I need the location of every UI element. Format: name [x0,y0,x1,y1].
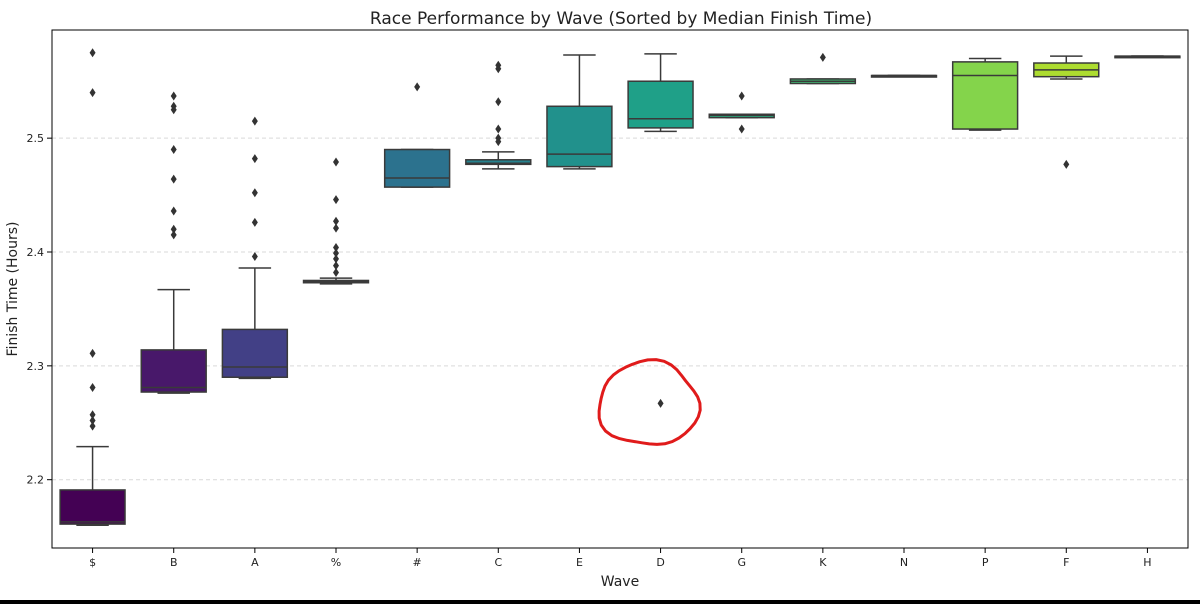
outlier-point [333,157,339,167]
annotation-circle [597,358,702,446]
box-N [870,74,938,78]
box-K [789,52,857,85]
x-tick-label: B [170,556,178,569]
x-tick-label: # [413,556,422,569]
y-tick-label: 2.3 [27,360,45,373]
outlier-point [333,223,339,233]
y-axis-label: Finish Time (Hours) [5,222,21,357]
outlier-point [738,124,745,134]
box-# [383,82,451,188]
outlier-point [170,105,177,115]
x-tick-label: E [576,556,583,569]
box-F [1033,55,1100,169]
x-tick-label: D [656,556,664,569]
x-tick-label: K [819,556,827,569]
x-tick-label: $ [89,556,96,569]
bottom-border [0,600,1200,604]
box-iqr [627,80,694,129]
outlier-point [251,116,258,126]
outlier-point [89,382,96,392]
outlier-point [738,91,745,101]
box-% [302,157,370,285]
y-tick-label: 2.2 [27,474,45,487]
outlier-point [657,398,664,408]
outlier-point [495,64,502,74]
outlier-point [333,261,339,271]
box-iqr [951,61,1019,130]
outlier-point [89,415,96,425]
outlier-point [170,145,177,155]
plot-area-frame [51,29,1189,549]
outlier-point [495,137,502,147]
outlier-point [495,124,502,134]
box-A [221,116,289,380]
boxes [59,48,1181,526]
outlier-point [495,97,502,107]
outlier-point [819,52,826,62]
outlier-point [170,206,177,216]
box-$ [59,48,126,526]
outlier-point [89,348,96,358]
outlier-point [251,154,258,164]
outlier-point [333,216,339,226]
box-iqr [383,148,451,188]
x-tick-label: F [1063,556,1069,569]
box-E [546,54,613,170]
outlier-point [1063,159,1070,169]
x-tick-label: A [251,556,259,569]
x-tick-label: % [331,556,341,569]
x-tick-label: P [982,556,989,569]
outlier-point [251,188,258,198]
box-iqr [221,328,289,378]
outlier-point [89,421,96,431]
y-axis: 2.2 2.3 2.4 2.5 [27,132,52,487]
outlier-point [170,91,177,101]
gridlines [52,137,1188,481]
outlier-point [89,410,96,420]
outlier-point [89,48,96,58]
outlier-point [333,267,339,277]
box-C [465,60,532,170]
y-tick-label: 2.5 [27,132,45,145]
box-iqr [140,349,207,393]
x-axis-label: Wave [601,574,639,590]
box-G [708,91,775,134]
outlier-point [333,195,339,205]
box-P [951,57,1019,131]
outlier-point [251,252,258,262]
x-axis: $ B A% # C E D G K N P F H [89,548,1152,569]
outlier-point [170,230,177,240]
x-tick-label: G [737,556,746,569]
y-tick-label: 2.4 [27,246,45,259]
outlier-point [414,82,421,92]
outlier-point [170,224,177,234]
box-iqr [59,489,126,525]
outlier-point [333,248,339,258]
box-iqr [546,105,613,168]
outlier-point [170,174,177,184]
box-B [140,91,207,394]
box-D [627,53,694,408]
box-H [1114,55,1181,59]
box-iqr [465,159,532,166]
outlier-point [251,217,258,227]
outlier-point [89,88,96,98]
x-tick-label: C [494,556,502,569]
outlier-point [333,254,339,264]
annotation-circle-path [597,358,702,446]
x-tick-label: H [1143,556,1151,569]
x-tick-label: N [900,556,908,569]
outlier-point [333,242,339,252]
chart-title: Race Performance by Wave (Sorted by Medi… [370,9,872,29]
